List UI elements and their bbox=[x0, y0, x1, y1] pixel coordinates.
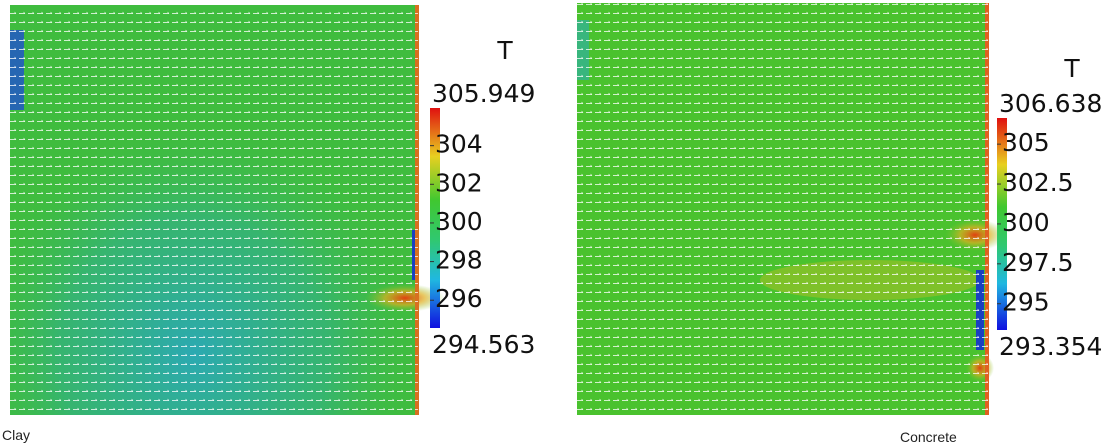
tick-label: 302.5 bbox=[1002, 168, 1074, 197]
colorbar-min: 293.354 bbox=[999, 332, 1102, 361]
field-clay bbox=[10, 5, 445, 415]
tick-label: 298 bbox=[435, 246, 483, 275]
tick-label: 304 bbox=[435, 130, 483, 159]
colorbar bbox=[430, 108, 440, 328]
tick-label: 302 bbox=[435, 168, 483, 197]
colorbar-title: T bbox=[496, 36, 513, 65]
tick-label: 296 bbox=[435, 284, 483, 313]
colorbar bbox=[997, 118, 1007, 330]
tick-label: 300 bbox=[435, 207, 483, 236]
tick-label: 300 bbox=[1002, 208, 1050, 237]
colorbar-title: T bbox=[1063, 54, 1080, 83]
colorbar-min: 294.563 bbox=[432, 330, 535, 359]
caption: Concrete bbox=[900, 429, 957, 445]
colorbar-max: 306.638 bbox=[999, 89, 1102, 118]
tick-label: 297.5 bbox=[1002, 248, 1074, 277]
caption: Clay bbox=[2, 427, 30, 443]
tick-label: 305 bbox=[1002, 128, 1050, 157]
field-concrete bbox=[577, 3, 1005, 415]
tick-label: 295 bbox=[1002, 288, 1050, 317]
colorbar-max: 305.949 bbox=[432, 79, 535, 108]
